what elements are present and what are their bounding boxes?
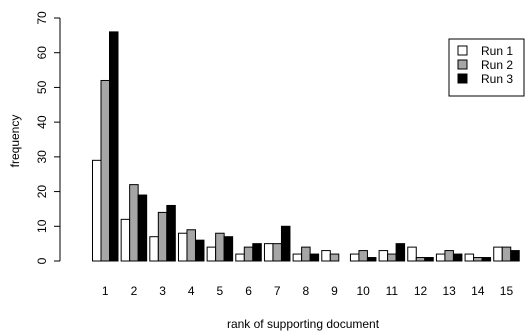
bar-run-1-rank-2 — [120, 218, 131, 262]
bar-run-2-rank-1 — [100, 79, 110, 262]
bar-run-1-rank-4 — [177, 232, 188, 262]
bar-run-3-rank-12 — [424, 257, 434, 262]
bar-run-2-rank-8 — [301, 246, 311, 262]
bar-run-3-rank-15 — [510, 250, 520, 262]
bar-run-2-rank-3 — [157, 211, 168, 262]
bar-run-3-rank-10 — [366, 257, 377, 262]
x-tick-label: 7 — [274, 284, 281, 298]
y-tick-label: 20 — [35, 185, 49, 199]
legend-swatch — [457, 45, 468, 56]
y-tick-label: 40 — [35, 115, 49, 129]
bar-run-1-rank-11 — [378, 250, 389, 262]
x-tick-label: 10 — [357, 284, 371, 298]
x-tick-label: 13 — [442, 284, 456, 298]
x-tick-label: 4 — [188, 284, 195, 298]
legend-label: Run 3 — [481, 72, 513, 86]
bar-run-3-rank-7 — [280, 225, 291, 262]
bar-run-2-rank-7 — [272, 243, 282, 262]
bar-run-1-rank-10 — [349, 253, 360, 262]
x-tick-label: 9 — [331, 284, 338, 298]
bar-run-1-rank-8 — [292, 253, 303, 262]
x-tick-label: 14 — [471, 284, 485, 298]
y-tick-label: 30 — [35, 150, 49, 164]
bar-run-2-rank-13 — [444, 250, 454, 262]
y-axis: 0 10 20 30 40 50 60 70 — [35, 11, 61, 264]
x-tick-label: 15 — [500, 284, 514, 298]
bar-run-2-rank-5 — [215, 232, 225, 262]
bar-run-2-rank-11 — [387, 253, 397, 262]
bar-run-3-rank-3 — [166, 204, 176, 262]
y-axis-label: frequency — [8, 115, 22, 168]
x-tick-label: 3 — [159, 284, 166, 298]
x-axis-label: rank of supporting document — [227, 317, 380, 331]
bars — [92, 31, 520, 262]
bar-run-3-rank-1 — [109, 31, 119, 262]
bar-run-1-rank-13 — [435, 253, 446, 262]
bar-run-3-rank-5 — [223, 236, 234, 262]
legend-label: Run 1 — [481, 44, 513, 58]
y-tick-label: 10 — [35, 219, 49, 233]
bar-run-1-rank-7 — [263, 243, 274, 262]
legend-swatch — [457, 59, 468, 70]
bar-run-1-rank-14 — [464, 253, 475, 262]
bar-run-1-rank-6 — [235, 253, 245, 262]
bar-run-2-rank-6 — [243, 246, 254, 262]
x-tick-label: 1 — [102, 284, 109, 298]
bar-run-2-rank-4 — [186, 229, 196, 262]
bar-run-1-rank-5 — [206, 246, 217, 262]
bar-run-3-rank-13 — [452, 253, 463, 262]
bar-run-1-rank-15 — [493, 246, 503, 262]
x-tick-label: 5 — [217, 284, 224, 298]
bar-run-3-rank-11 — [395, 243, 406, 262]
y-tick-label: 0 — [35, 257, 49, 264]
bar-run-1-rank-3 — [149, 236, 159, 262]
legend-swatch — [457, 73, 468, 84]
bar-run-3-rank-4 — [194, 239, 205, 262]
x-tick-label: 8 — [303, 284, 310, 298]
bar-run-2-rank-15 — [501, 246, 512, 262]
legend-label: Run 2 — [481, 58, 513, 72]
y-tick-label: 60 — [35, 46, 49, 60]
x-tick-label: 12 — [414, 284, 428, 298]
bar-run-2-rank-2 — [129, 184, 139, 262]
bar-run-1-rank-12 — [407, 246, 417, 262]
x-axis-tick-labels: 1 2 3 4 5 6 7 8 9 10 11 12 13 14 15 — [102, 284, 514, 298]
bar-run-2-rank-9 — [329, 253, 340, 262]
bar-run-3-rank-6 — [252, 243, 262, 262]
bar-run-2-rank-12 — [415, 257, 426, 262]
x-tick-label: 2 — [131, 284, 138, 298]
x-tick-label: 11 — [386, 284, 399, 298]
bar-run-3-rank-8 — [309, 253, 320, 262]
bar-run-3-rank-2 — [137, 194, 148, 262]
bar-run-1-rank-1 — [92, 159, 102, 262]
bar-run-2-rank-10 — [358, 250, 368, 262]
y-tick-label: 50 — [35, 80, 49, 94]
bar-run-3-rank-14 — [481, 257, 492, 262]
bar-run-1-rank-9 — [321, 250, 331, 262]
y-tick-label: 70 — [35, 11, 49, 25]
bar-run-2-rank-14 — [473, 257, 483, 262]
x-tick-label: 6 — [245, 284, 252, 298]
